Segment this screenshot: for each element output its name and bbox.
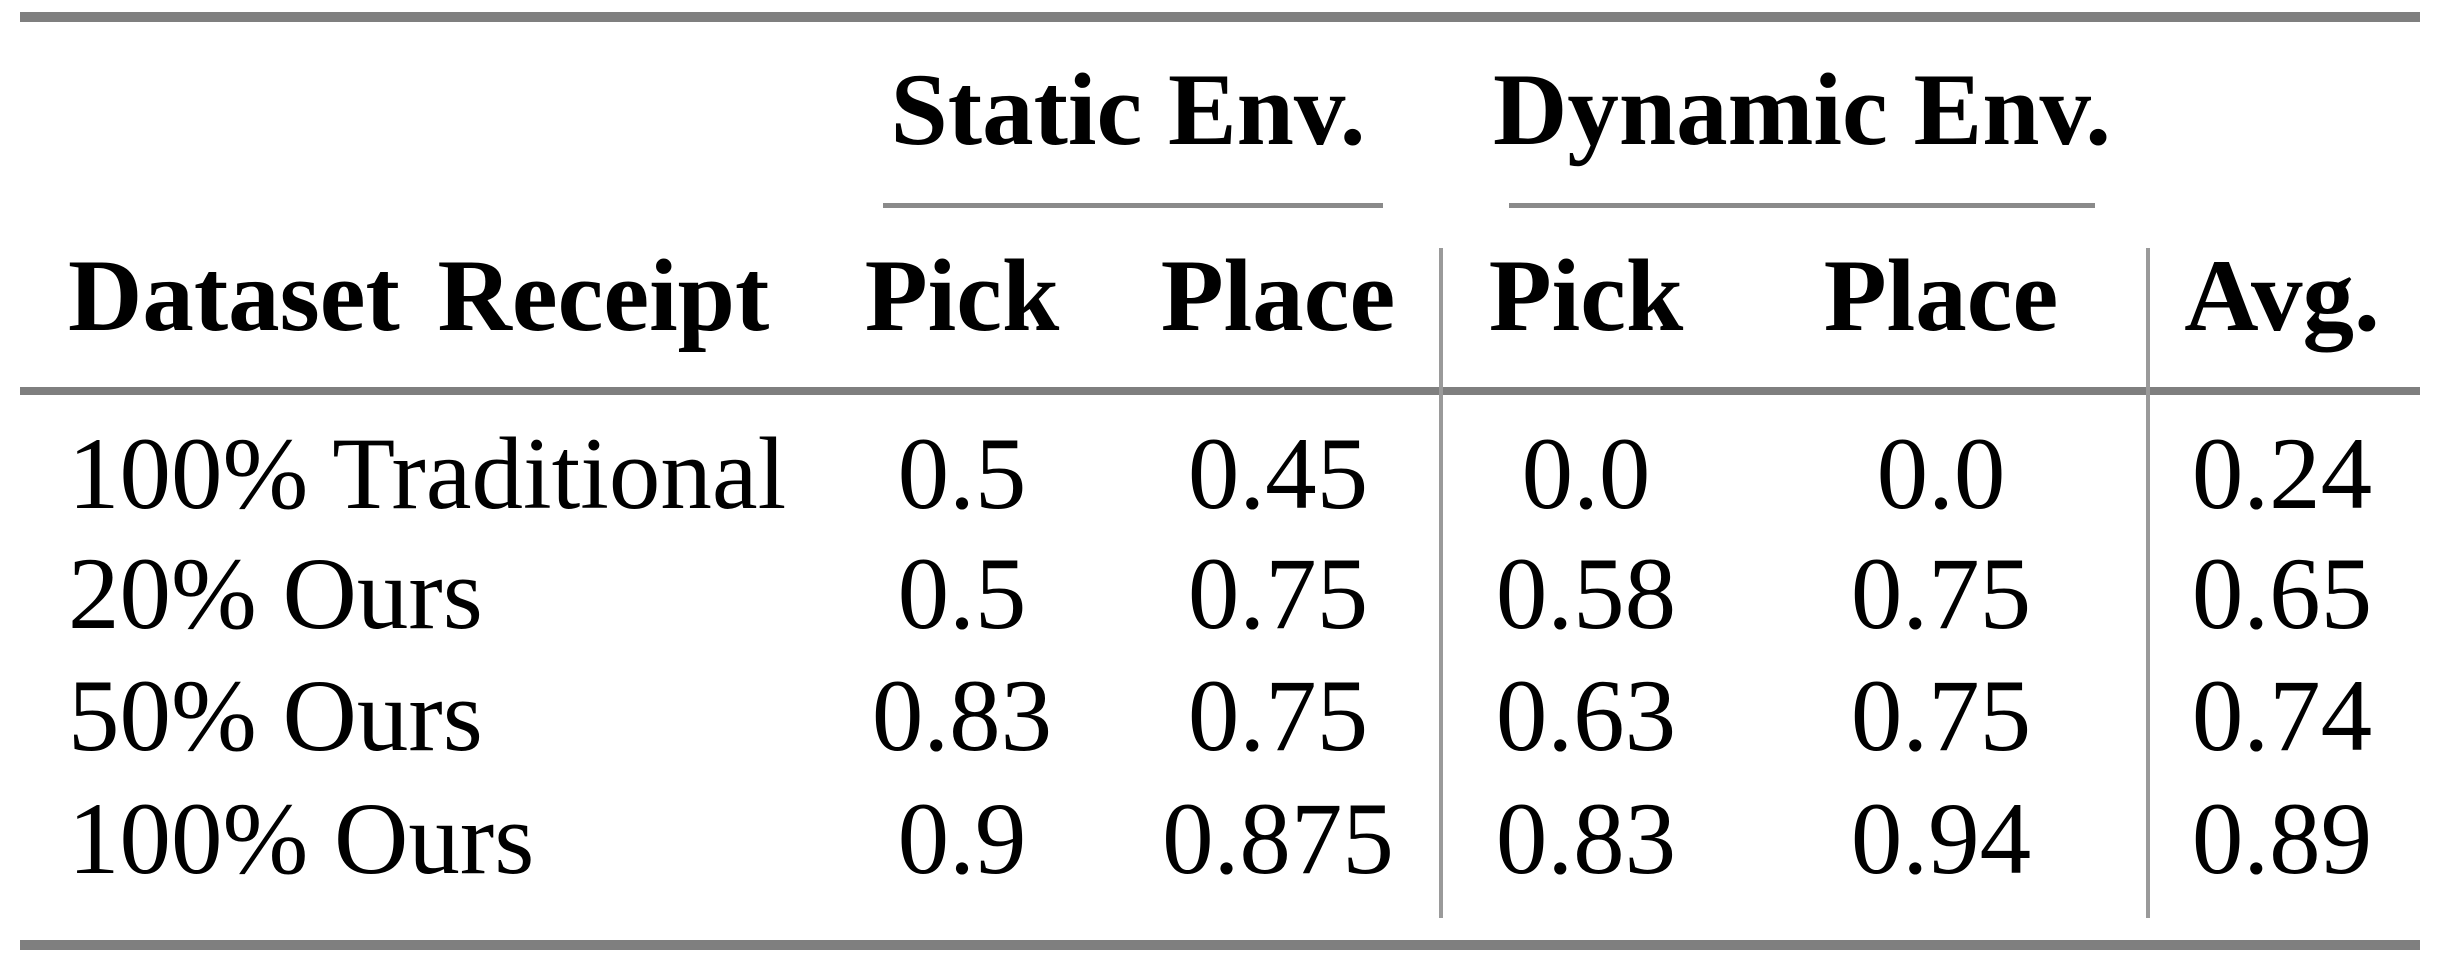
cell-avg: 0.74 [2191, 659, 2373, 773]
cell-avg: 0.65 [2191, 537, 2373, 651]
col-header-dataset-receipt: Dataset Receipt [68, 239, 770, 353]
col-header-static-place: Place [1160, 239, 1396, 353]
table-header-rule [20, 387, 2420, 395]
cell-dynamic-place: 0.0 [1876, 417, 2006, 531]
row-label: 20% Ours [68, 537, 483, 651]
cell-dynamic-pick: 0.58 [1495, 537, 1677, 651]
col-header-avg: Avg. [2184, 239, 2380, 353]
dynamic-env-cmidrule [1509, 203, 2095, 208]
cell-dynamic-place: 0.75 [1850, 537, 2032, 651]
group-header-static-env: Static Env. [890, 53, 1366, 167]
static-env-cmidrule [883, 203, 1383, 208]
row-label: 100% Traditional [68, 417, 787, 531]
col-header-dynamic-pick: Pick [1488, 239, 1684, 353]
cell-dynamic-place: 0.75 [1850, 659, 2032, 773]
table-bottom-rule [20, 940, 2420, 950]
cell-dynamic-place: 0.94 [1850, 782, 2032, 896]
row-label: 100% Ours [68, 782, 535, 896]
cell-dynamic-pick: 0.83 [1495, 782, 1677, 896]
cell-dynamic-pick: 0.63 [1495, 659, 1677, 773]
cell-avg: 0.24 [2191, 417, 2373, 531]
cell-static-pick: 0.9 [897, 782, 1027, 896]
row-label: 50% Ours [68, 659, 483, 773]
cell-static-pick: 0.5 [897, 537, 1027, 651]
cell-avg: 0.89 [2191, 782, 2373, 896]
cell-static-pick: 0.5 [897, 417, 1027, 531]
cell-static-place: 0.75 [1187, 659, 1369, 773]
col-header-static-pick: Pick [864, 239, 1060, 353]
table-top-rule [20, 12, 2420, 22]
cell-static-place: 0.875 [1162, 782, 1394, 896]
cell-dynamic-pick: 0.0 [1521, 417, 1651, 531]
col-header-dynamic-place: Place [1823, 239, 2059, 353]
cell-static-pick: 0.83 [871, 659, 1053, 773]
column-separator-avg [2146, 248, 2150, 918]
cell-static-place: 0.75 [1187, 537, 1369, 651]
group-header-dynamic-env: Dynamic Env. [1492, 53, 2112, 167]
column-separator-static-dynamic [1439, 248, 1443, 918]
cell-static-place: 0.45 [1187, 417, 1369, 531]
